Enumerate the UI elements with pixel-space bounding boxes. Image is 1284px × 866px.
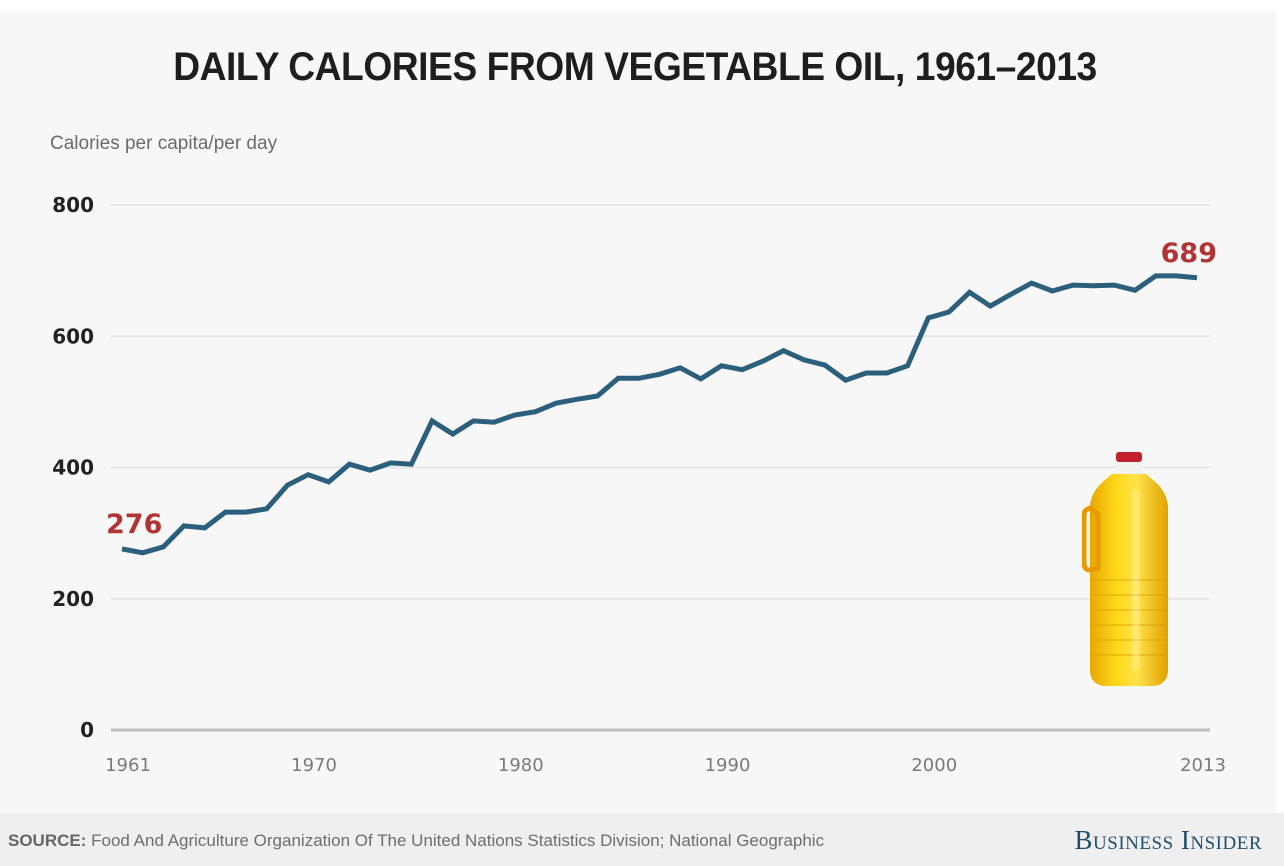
x-tick-label: 1990 <box>705 755 751 776</box>
series-line <box>121 273 1198 556</box>
gridlines <box>111 204 1210 732</box>
x-tick-label: 1970 <box>291 755 337 776</box>
bottle-handle <box>1082 505 1101 573</box>
y-tick-label: 600 <box>52 324 94 348</box>
bottle-highlight <box>1132 490 1140 670</box>
x-tick-label: 1961 <box>105 755 151 776</box>
bottle-ridges <box>1092 579 1166 656</box>
y-tick-label: 800 <box>52 193 94 217</box>
chart-title: DAILY CALORIES FROM VEGETABLE OIL, 1961–… <box>173 45 1097 89</box>
value-annotation: 276 <box>106 509 162 540</box>
y-axis-label: Calories per capita/per day <box>50 133 278 154</box>
y-tick-label: 0 <box>80 718 94 742</box>
brand-logo: Business Insider <box>1074 825 1262 855</box>
x-tick-label: 1980 <box>498 755 544 776</box>
x-tick-label: 2000 <box>911 755 957 776</box>
oil-bottle-icon <box>1082 452 1168 686</box>
x-axis-ticks: 1961 1970 1980 1990 2000 2013 <box>105 755 1226 776</box>
source-note: SOURCE: Food And Agriculture Organizatio… <box>8 831 824 851</box>
footer: SOURCE: Food And Agriculture Organizatio… <box>0 813 1284 866</box>
y-axis-ticks: 0 200 400 600 800 <box>52 193 94 742</box>
source-text: Food And Agriculture Organization Of The… <box>86 831 825 850</box>
y-tick-label: 200 <box>52 587 94 611</box>
x-tick-label: 2013 <box>1180 755 1226 776</box>
annotations: 276 689 <box>106 238 1217 540</box>
chart-panel <box>0 11 1276 813</box>
y-tick-label: 400 <box>52 456 94 480</box>
bottle-neck <box>1116 462 1142 474</box>
value-annotation: 689 <box>1161 238 1217 269</box>
bottle-cap <box>1116 452 1142 462</box>
source-label: SOURCE: <box>8 831 87 850</box>
series-layer <box>121 273 1198 556</box>
